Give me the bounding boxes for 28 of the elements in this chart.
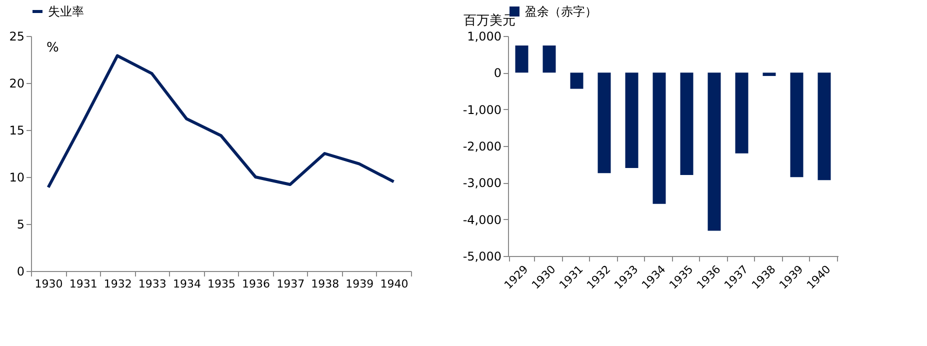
y-tick-label: 5 <box>16 218 24 232</box>
x-tick-label: 1930 <box>34 278 63 290</box>
y-tick-label: -5,000 <box>462 250 502 264</box>
x-tick-label: 1936 <box>242 278 270 290</box>
y-tick-label: 1,000 <box>467 30 502 44</box>
y-tick-label: -3,000 <box>462 176 502 190</box>
line-series <box>46 54 396 189</box>
x-tick-label: 1931 <box>69 278 98 290</box>
y-tick-label: 0 <box>16 264 24 278</box>
y-tick-label: 20 <box>9 76 24 90</box>
x-tick-label: 1933 <box>138 278 166 290</box>
legend-label: 失业率 <box>48 4 84 18</box>
y-tick-label: 0 <box>494 66 502 80</box>
y-tick-label: 15 <box>9 124 24 138</box>
x-tick-label: 1935 <box>208 278 236 290</box>
y-tick-label: 25 <box>9 30 24 44</box>
legend-label: 盈余（赤字） <box>525 4 597 18</box>
y-tick-label: -1,000 <box>462 102 502 117</box>
x-tick-label: 1938 <box>311 278 340 290</box>
y-tick-label: -4,000 <box>462 212 502 227</box>
y-tick-label: 10 <box>9 170 24 184</box>
x-tick-label: 1940 <box>380 278 408 290</box>
x-tick-label: 1937 <box>276 278 305 290</box>
y-tick-label: -2,000 <box>462 140 502 154</box>
x-tick-label: 1932 <box>104 278 132 290</box>
x-tick-label: 1939 <box>346 278 374 290</box>
y-axis-title: % <box>46 40 59 56</box>
x-tick-label: 1934 <box>172 278 201 290</box>
